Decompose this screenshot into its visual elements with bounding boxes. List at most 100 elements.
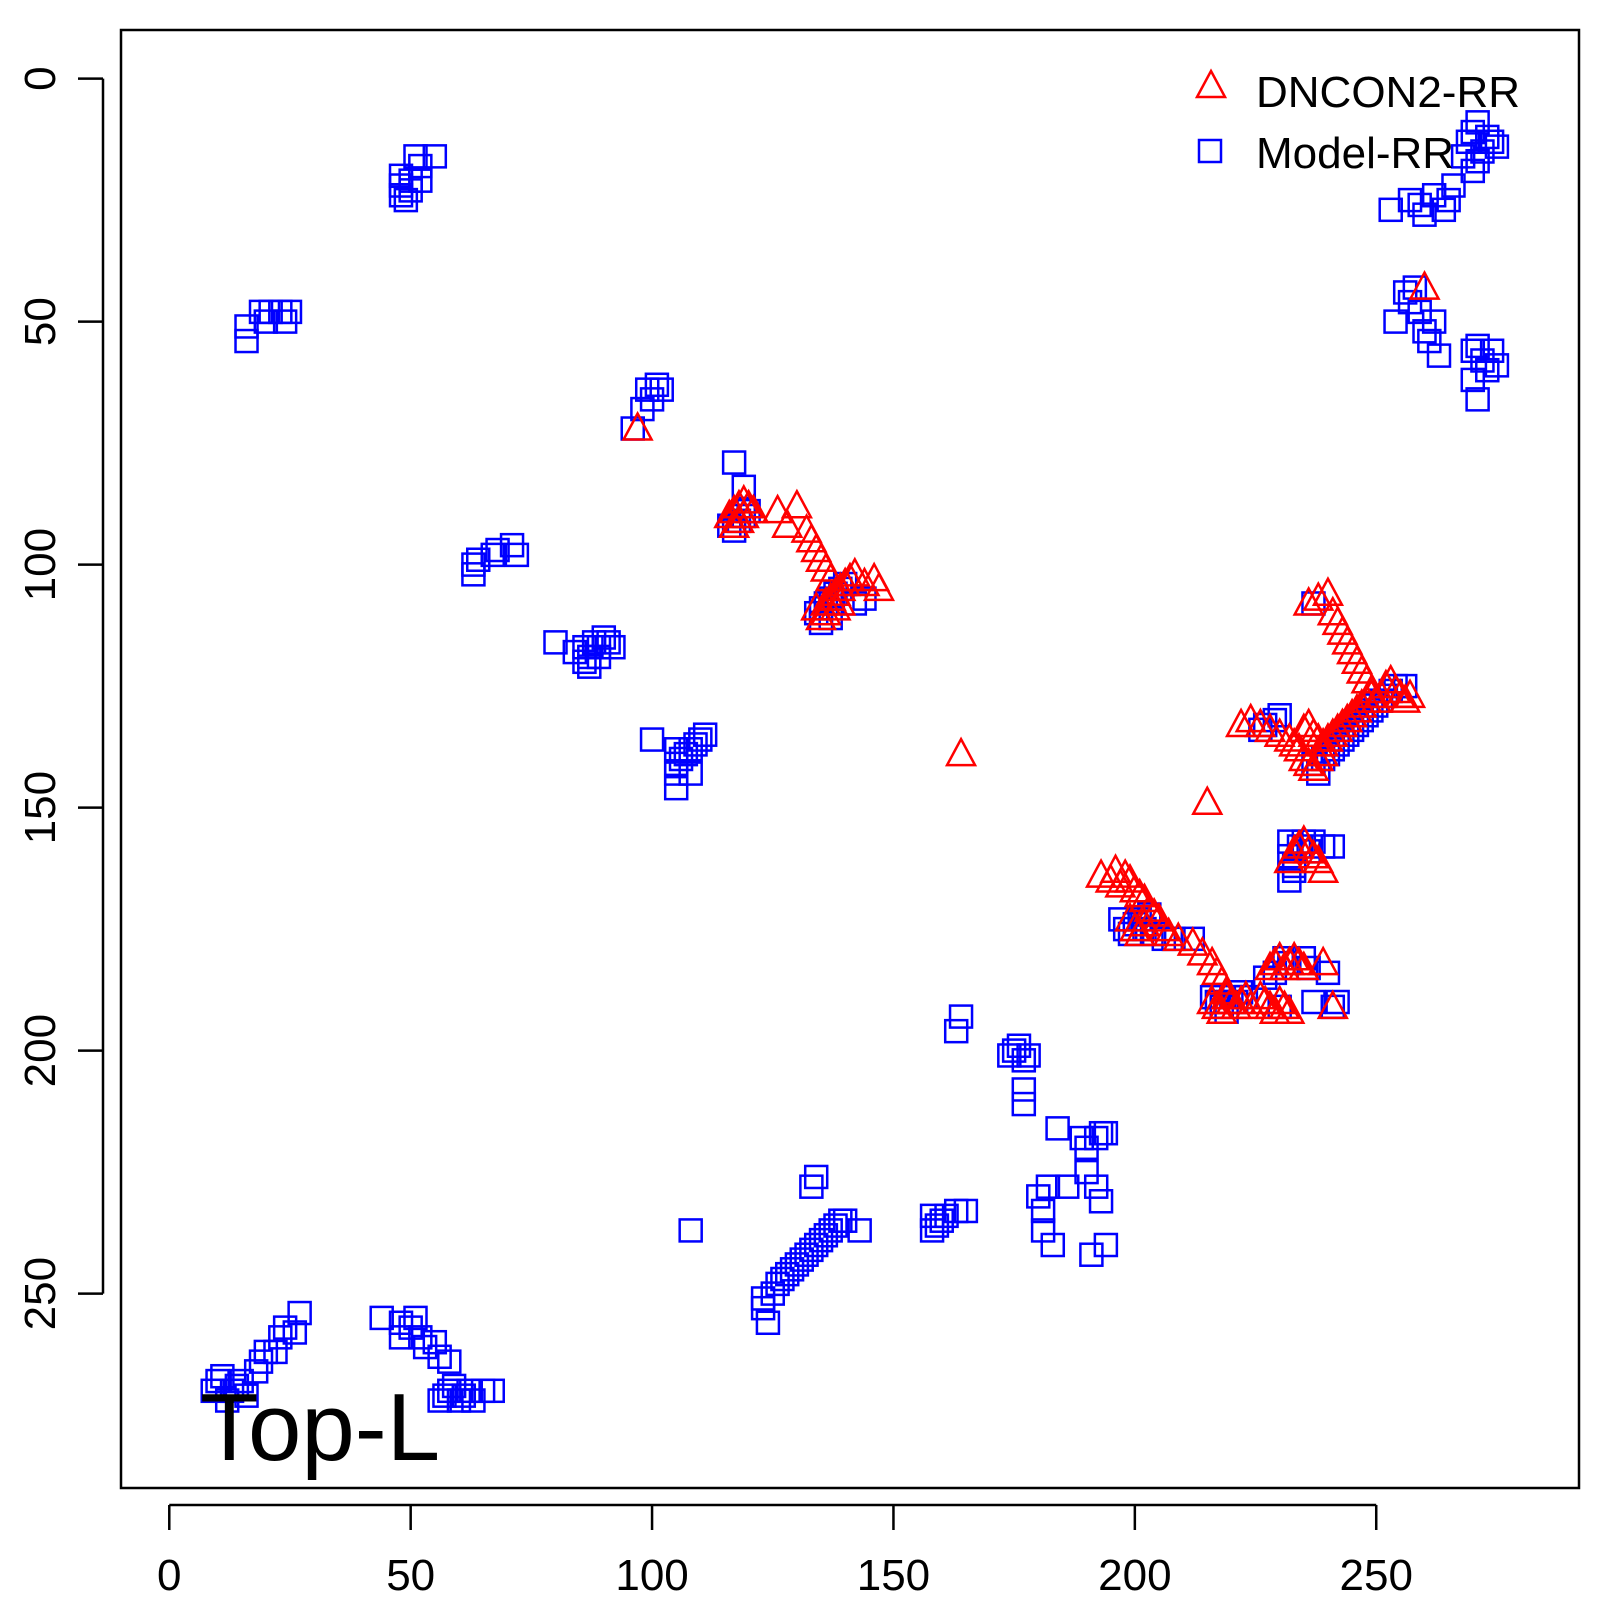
model-rr-point xyxy=(205,1368,230,1394)
model-rr-point xyxy=(562,639,588,665)
model-rr-point xyxy=(591,625,617,650)
model-rr-point xyxy=(1392,280,1418,305)
dncon2-rr-point xyxy=(862,571,896,602)
model-rr-point xyxy=(688,727,713,752)
dncon2-rr-point xyxy=(1186,935,1219,966)
model-rr-point xyxy=(499,532,525,558)
model-rr-point xyxy=(243,1359,269,1384)
panel-label: Top-L xyxy=(200,1374,440,1481)
model-rr-point xyxy=(287,1300,312,1326)
model-rr-point xyxy=(263,1339,288,1365)
model-rr-point xyxy=(1026,1184,1051,1209)
model-rr-point xyxy=(789,1247,814,1272)
dncon2-rr-point xyxy=(824,585,857,616)
dncon2-rr-point xyxy=(1321,712,1354,743)
model-rr-point xyxy=(1450,144,1476,169)
model-rr-point xyxy=(422,144,448,169)
model-rr-point xyxy=(934,1203,959,1229)
model-rr-point xyxy=(1484,134,1510,159)
model-rr-point xyxy=(1011,1048,1037,1073)
model-rr-point xyxy=(437,1349,462,1374)
model-rr-point xyxy=(750,1295,776,1321)
model-rr-point xyxy=(1093,1120,1119,1146)
model-rr-point xyxy=(813,1223,839,1248)
legend-label-dncon2-rr: DNCON2-RR xyxy=(1256,68,1520,117)
model-rr-point xyxy=(678,761,703,786)
model-rr-point xyxy=(639,387,665,412)
model-rr-point xyxy=(1083,1125,1109,1151)
model-rr-point xyxy=(1407,299,1432,325)
model-rr-point xyxy=(755,1310,781,1336)
model-rr-point xyxy=(683,732,708,757)
model-rr-point xyxy=(446,1388,472,1413)
model-rr-point xyxy=(1465,387,1490,412)
dncon2-rr-point xyxy=(1152,916,1185,947)
model-rr-point xyxy=(823,1213,848,1238)
model-rr-point xyxy=(1460,119,1486,145)
model-rr-point xyxy=(234,314,259,339)
model-rr-point xyxy=(427,1344,452,1370)
model-rr-point xyxy=(1055,1174,1080,1199)
model-rr-point xyxy=(673,741,699,767)
model-rr-point xyxy=(229,1368,254,1394)
dncon2-rr-point xyxy=(1162,921,1195,952)
dncon2-rr-point xyxy=(761,493,794,524)
model-rr-point xyxy=(1011,1077,1037,1102)
model-rr-point xyxy=(412,1334,438,1360)
model-rr-point xyxy=(393,187,419,213)
model-rr-point xyxy=(1436,187,1461,213)
x-tick-label: 0 xyxy=(157,1551,181,1600)
dncon2-rr-point xyxy=(1263,717,1296,747)
dncon2-rr-point xyxy=(1191,785,1224,815)
model-rr-point xyxy=(1397,289,1423,315)
dncon2-rr-point xyxy=(1307,853,1340,884)
y-tick-label: 250 xyxy=(16,1257,65,1330)
legend: DNCON2-RR Model-RR xyxy=(1194,68,1520,178)
model-rr-point xyxy=(1045,1116,1070,1141)
model-rr-point xyxy=(774,1261,800,1287)
dncon2-rr-point xyxy=(727,498,760,529)
model-rr-point xyxy=(369,1305,394,1331)
model-rr-point xyxy=(1088,1189,1114,1214)
dncon2-rr-point xyxy=(1369,668,1402,699)
model-rr-point xyxy=(214,1388,240,1413)
model-rr-point xyxy=(427,1388,452,1413)
model-rr-point xyxy=(770,1266,795,1292)
dncon2-rr-point xyxy=(833,561,867,592)
model-rr-point xyxy=(1016,1043,1041,1068)
dncon2-rr-point xyxy=(1234,989,1267,1020)
model-rr-point xyxy=(1460,158,1486,184)
model-rr-point xyxy=(1320,834,1346,859)
model-rr-point xyxy=(601,634,626,660)
model-rr-point xyxy=(919,1218,945,1243)
model-rr-point xyxy=(466,547,491,572)
model-rr-point xyxy=(1421,309,1447,334)
model-rr-point xyxy=(784,1252,810,1277)
dncon2-rr-point xyxy=(722,503,756,534)
dncon2-rr-point xyxy=(1084,858,1118,888)
dncon2-rr-point xyxy=(1302,580,1335,611)
dncon2-rr-point xyxy=(1210,979,1243,1010)
dncon2-rr-point xyxy=(1316,717,1349,747)
model-rr-point xyxy=(1397,187,1423,213)
model-rr-point xyxy=(997,1043,1022,1068)
dncon2-rr-point xyxy=(1393,678,1427,709)
model-rr-point xyxy=(1006,1033,1032,1058)
model-rr-point xyxy=(924,1213,950,1238)
dncon2-rr-point xyxy=(1200,989,1234,1020)
y-axis: 0 50 100 150 200 250 xyxy=(16,66,105,1330)
dncon2-rr-point xyxy=(1287,950,1320,981)
dncon2-rr-point xyxy=(1389,683,1422,713)
model-rr-point xyxy=(234,328,259,354)
model-rr-point xyxy=(1079,1242,1104,1267)
model-rr-point xyxy=(1465,110,1490,135)
model-rr-point xyxy=(403,144,428,169)
model-rr-point xyxy=(663,737,689,762)
x-tick-label: 250 xyxy=(1340,1551,1413,1600)
model-rr-point xyxy=(572,634,597,660)
model-rr-point xyxy=(832,1208,858,1233)
model-rr-point xyxy=(480,1378,505,1404)
x-tick-label: 200 xyxy=(1098,1551,1171,1600)
dncon2-rr-point xyxy=(1278,726,1311,757)
